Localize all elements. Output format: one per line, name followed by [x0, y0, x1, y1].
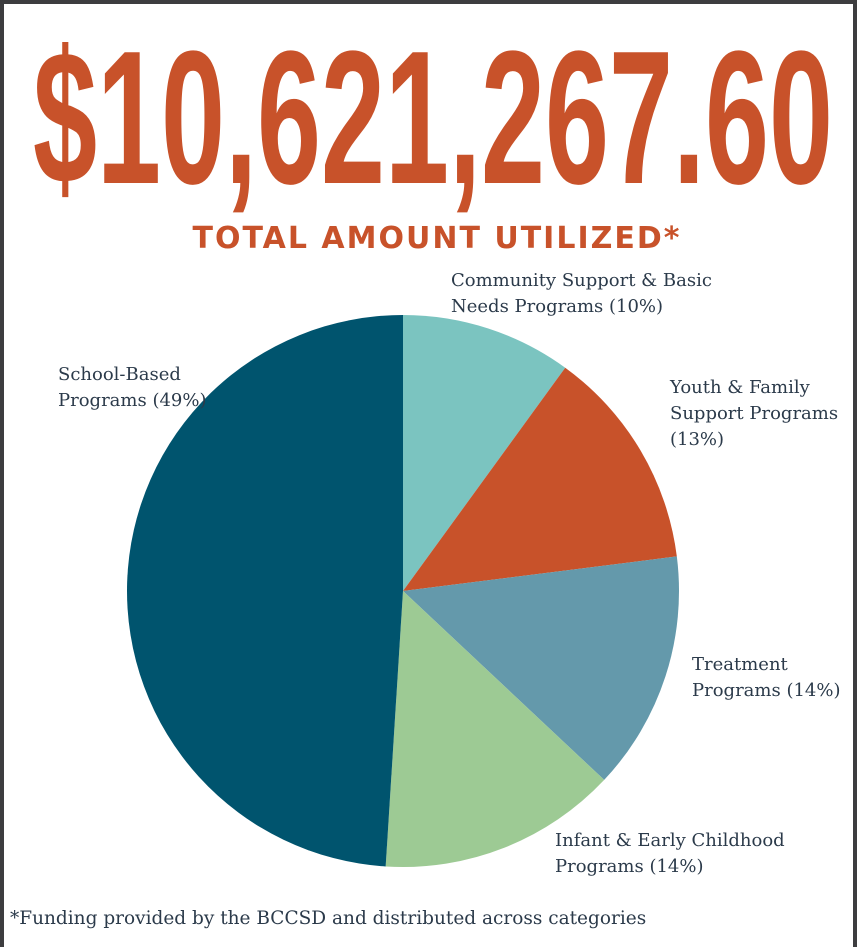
- category-label: Youth & Family Support Programs: [670, 377, 839, 424]
- category-label: Infant & Early Childhood Programs: [555, 830, 785, 877]
- pie-slice: [403, 556, 679, 780]
- category-label: Community Support & Basic Needs Programs: [451, 270, 712, 317]
- pie-slice: [403, 315, 566, 591]
- pie-slice: [127, 315, 403, 867]
- slice-label: Infant & Early Childhood Programs (14%): [555, 828, 815, 880]
- footnote: *Funding provided by the BCCSD and distr…: [10, 908, 647, 929]
- pie-slice: [385, 591, 605, 867]
- value-label: (14%): [649, 856, 704, 877]
- category-label: Treatment Programs: [692, 654, 788, 701]
- chart-subtitle: TOTAL AMOUNT UTILIZED*: [193, 221, 682, 256]
- value-label: (49%): [152, 390, 207, 411]
- value-label: (10%): [609, 296, 664, 317]
- slice-label: Youth & Family Support Programs (13%): [670, 375, 845, 453]
- category-label: School-Based Programs: [58, 364, 181, 411]
- pie: [127, 315, 679, 867]
- chart-title: $10,621,267.60: [33, 12, 833, 224]
- pie-slice: [403, 367, 677, 591]
- slice-label: Treatment Programs (14%): [692, 652, 842, 704]
- value-label: (14%): [786, 680, 841, 701]
- value-label: (13%): [670, 429, 725, 450]
- slice-label: Community Support & Basic Needs Programs…: [451, 268, 771, 320]
- slice-label: School-Based Programs (49%): [58, 362, 228, 414]
